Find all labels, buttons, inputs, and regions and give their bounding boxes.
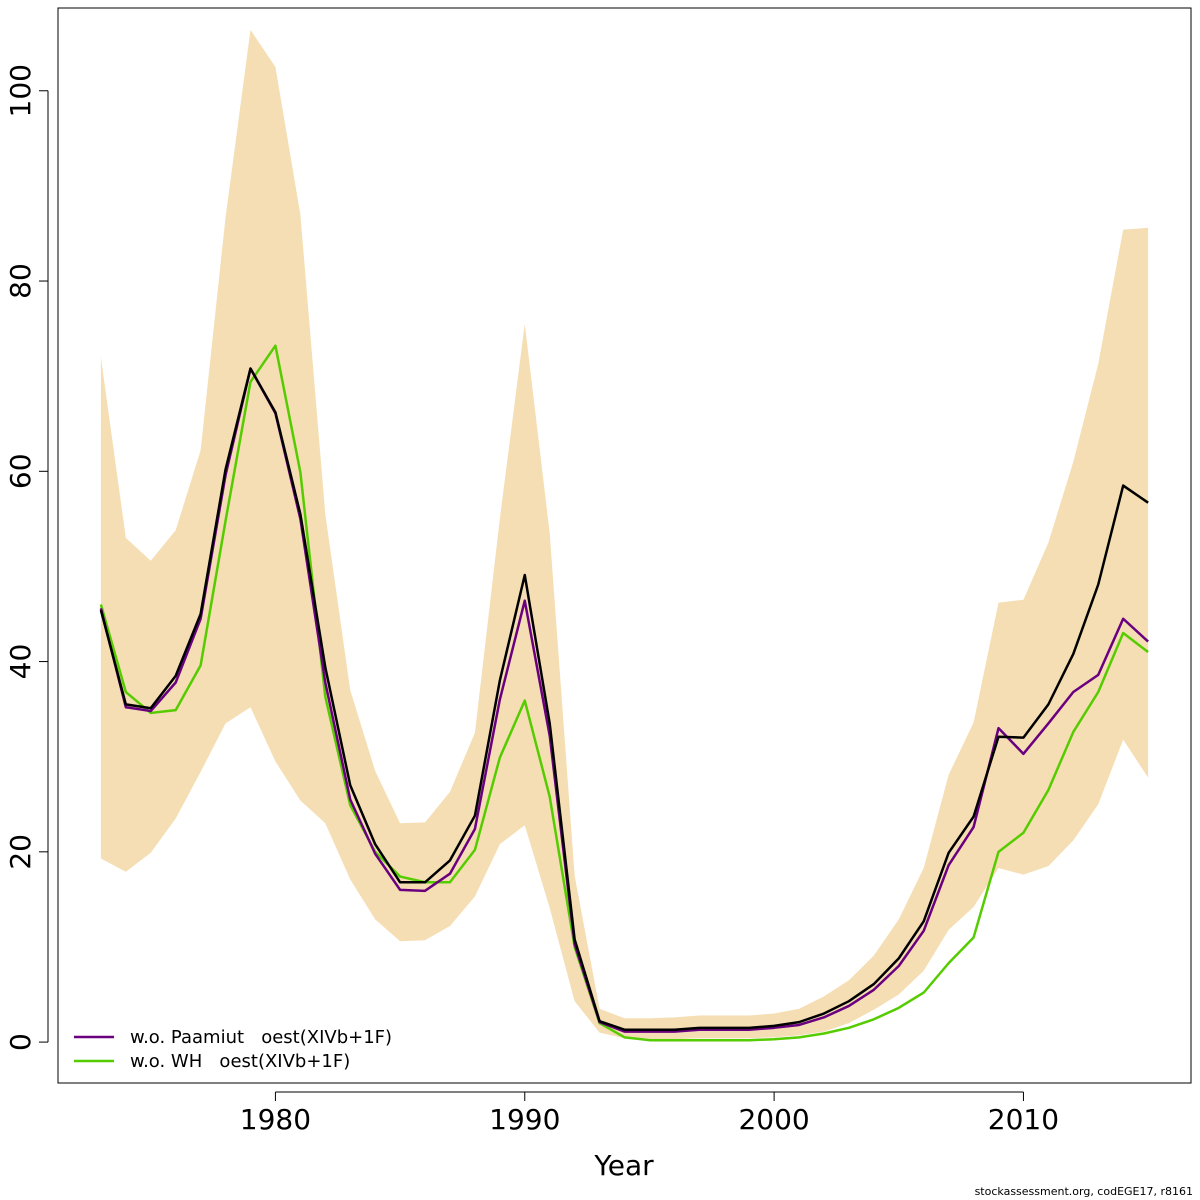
y-tick-label: 40 [4,644,37,680]
x-tick-label: 2000 [738,1103,809,1136]
y-tick-label: 80 [4,263,37,299]
y-axis: 0 20 40 60 80 100 [4,64,49,1051]
legend-label: w.o. WH oest(XIVb+1F) [130,1051,350,1072]
y-tick-label: 0 [4,1033,37,1051]
confidence-band [100,29,1149,1040]
y-tick-label: 20 [4,834,37,870]
x-axis-title: Year [593,1149,654,1182]
x-tick-label: 1990 [489,1103,560,1136]
series-line-wo-wh [99,344,1149,1042]
series-line-estimate [99,367,1149,1031]
x-axis: 1980 1990 2000 2010 [240,1091,1059,1136]
legend-item: w.o. Paamiut oest(XIVb+1F) [74,1027,392,1048]
legend: w.o. Paamiut oest(XIVb+1F) w.o. WH oest(X… [74,1027,392,1072]
footer-note: stockassessment.org, codEGE17, r8161 [975,1185,1193,1198]
y-tick-label: 100 [4,64,37,117]
plot-frame [57,7,1192,1084]
x-tick-label: 2010 [988,1103,1059,1136]
y-tick-label: 60 [4,453,37,489]
x-tick-label: 1980 [240,1103,311,1136]
plot-area [99,29,1149,1042]
legend-label: w.o. Paamiut oest(XIVb+1F) [130,1027,392,1048]
legend-item: w.o. WH oest(XIVb+1F) [74,1051,350,1072]
